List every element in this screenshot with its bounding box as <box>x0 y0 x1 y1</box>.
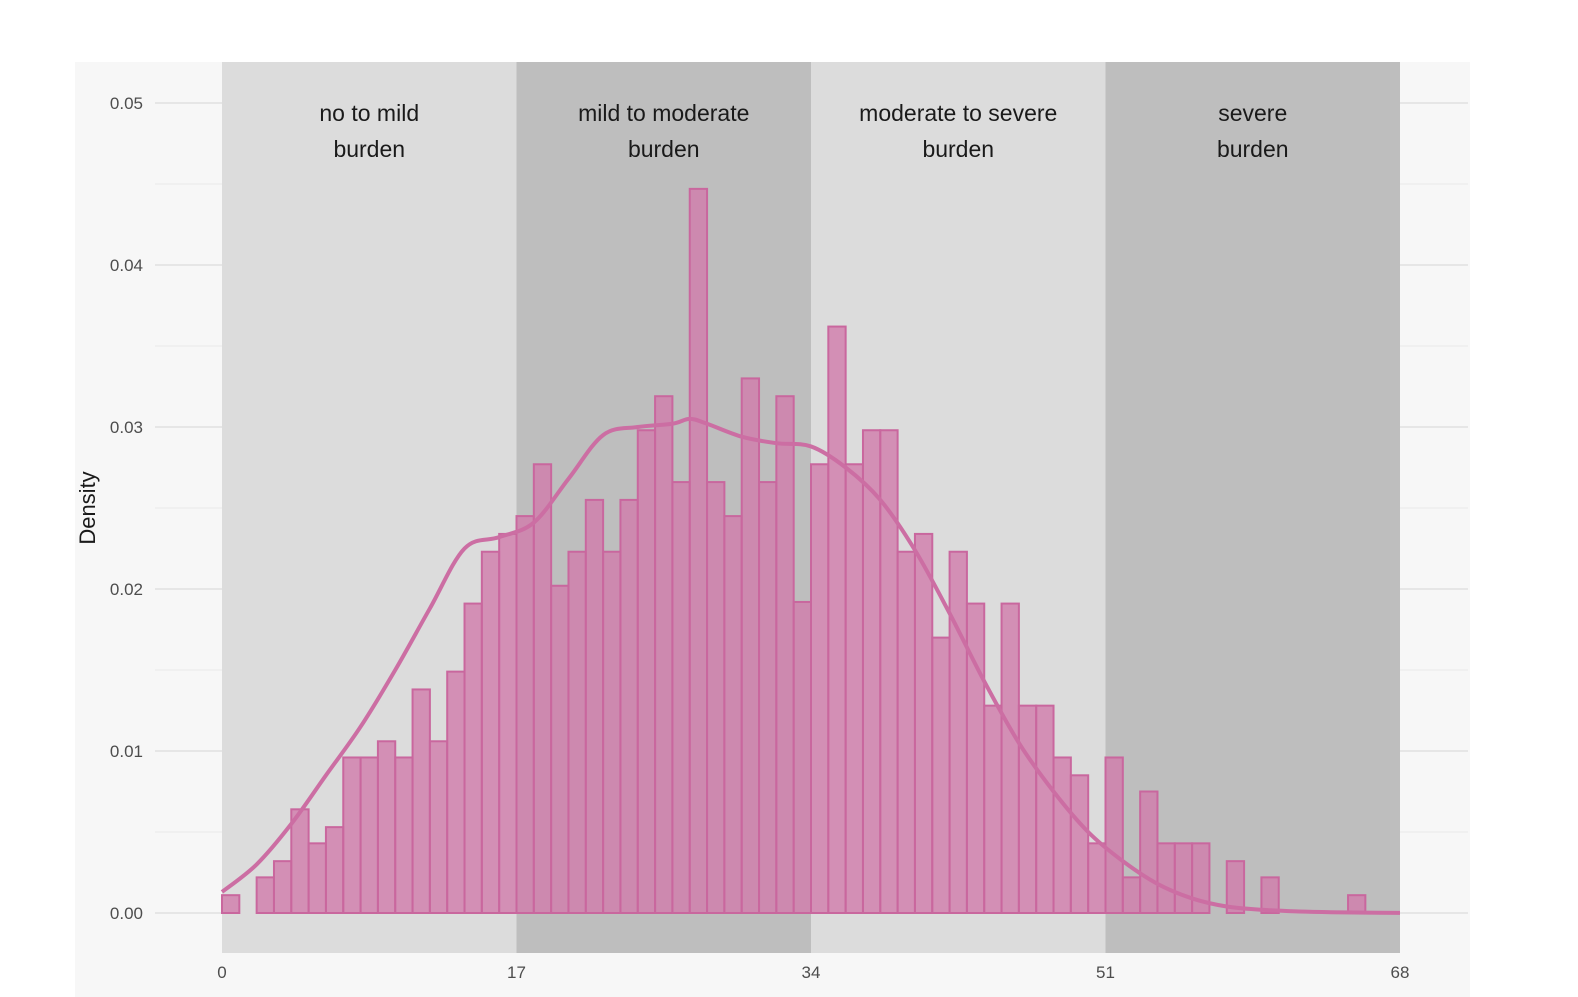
histogram-bar <box>550 584 570 914</box>
band-label: burden <box>1217 136 1289 162</box>
histogram-bar <box>688 187 709 915</box>
y-axis-ticks: 0.00 0.01 0.02 0.03 0.04 0.05 <box>110 94 143 923</box>
histogram-bar <box>723 515 743 914</box>
histogram-bar <box>480 550 501 914</box>
x-tick-label: 68 <box>1391 963 1410 982</box>
histogram-bar <box>1260 876 1280 914</box>
histogram-bar <box>394 756 414 914</box>
histogram-bar <box>792 600 812 915</box>
histogram-bar <box>636 429 657 914</box>
density-curve <box>220 416 1401 915</box>
histogram-bar <box>827 325 847 914</box>
histogram-bar <box>411 688 431 914</box>
histogram-bar <box>221 894 241 914</box>
histogram-bar <box>1069 774 1090 914</box>
y-tick-label: 0.00 <box>110 904 143 923</box>
band-label: mild to moderate <box>578 100 749 126</box>
y-tick-label: 0.01 <box>110 742 143 761</box>
histogram-bar <box>324 826 345 915</box>
histogram-bar <box>654 395 674 915</box>
histogram-bar <box>1000 602 1020 915</box>
histogram-bar <box>931 636 951 914</box>
band-label: burden <box>922 136 994 162</box>
band-label: moderate to severe <box>859 100 1057 126</box>
histogram-bar <box>290 808 310 915</box>
histogram-bar <box>1035 704 1055 915</box>
histogram-bar <box>272 860 293 914</box>
histogram-bar <box>861 429 882 914</box>
histogram-bar <box>532 463 553 914</box>
histogram-bar <box>1121 876 1142 914</box>
y-axis-title: Density <box>75 471 100 544</box>
histogram-bar <box>1225 860 1246 914</box>
histogram-bar <box>706 481 726 914</box>
band-labels: no to mild burden mild to moderate burden mo… <box>319 100 1288 162</box>
x-axis-ticks: 0 17 34 51 68 <box>217 963 1409 982</box>
x-tick-label: 34 <box>802 963 821 982</box>
histogram-bar <box>498 532 518 914</box>
histogram-bar <box>1156 842 1176 915</box>
y-tick-label: 0.02 <box>110 580 143 599</box>
histogram-bar <box>1052 756 1072 914</box>
histogram-bar <box>740 377 761 914</box>
histogram-bar <box>1347 894 1367 914</box>
histogram-bar <box>428 740 449 915</box>
y-tick-label: 0.04 <box>110 256 143 275</box>
y-tick-label: 0.05 <box>110 94 143 113</box>
x-tick-label: 51 <box>1096 963 1115 982</box>
histogram-bar <box>463 602 483 915</box>
histogram-bar <box>948 550 968 914</box>
histogram-bar <box>1191 842 1211 915</box>
y-tick-label: 0.03 <box>110 418 143 437</box>
histogram-bar <box>1104 756 1124 914</box>
histogram-bar <box>671 481 691 914</box>
histogram-bar <box>1017 704 1038 915</box>
x-tick-label: 0 <box>217 963 226 982</box>
histogram-bar <box>896 550 916 914</box>
x-tick-label: 17 <box>507 963 526 982</box>
band-label: burden <box>333 136 405 162</box>
band-label: severe <box>1218 100 1287 126</box>
histogram-bar <box>584 498 605 914</box>
histogram-bar <box>844 463 864 914</box>
histogram-bar <box>1173 842 1194 915</box>
histogram-bar <box>983 704 1003 915</box>
band-label: burden <box>628 136 700 162</box>
histogram-bar <box>567 550 587 914</box>
histogram-bar <box>307 842 327 915</box>
histogram-bar <box>913 532 934 914</box>
histogram-bar <box>255 876 275 914</box>
histogram-bars <box>221 187 1367 915</box>
histogram-bar <box>359 756 379 914</box>
histogram-bar <box>1139 790 1159 914</box>
histogram-bar <box>1087 842 1107 915</box>
histogram-bar <box>619 498 639 914</box>
histogram-bar <box>342 756 362 914</box>
histogram-bar <box>775 395 795 915</box>
histogram-bar <box>810 463 830 914</box>
histogram-bar <box>376 740 397 915</box>
histogram-bar <box>602 550 622 914</box>
band-label: no to mild <box>319 100 419 126</box>
histogram-bar <box>515 515 535 914</box>
histogram-bar <box>446 670 466 914</box>
histogram-bar <box>758 481 778 914</box>
